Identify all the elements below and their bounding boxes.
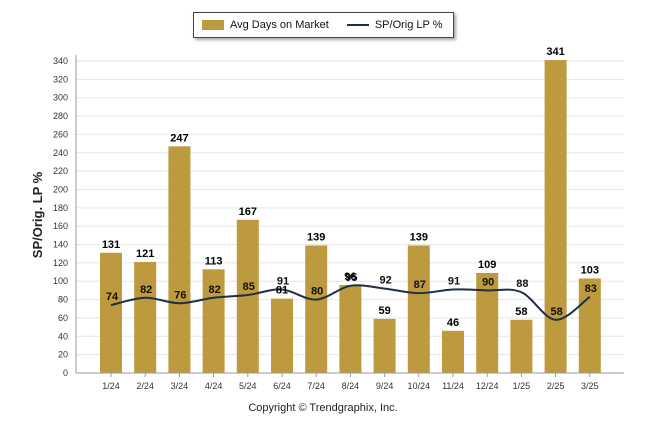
legend-line-label: SP/Orig LP % bbox=[374, 19, 443, 31]
line-value-label: 74 bbox=[106, 291, 119, 303]
bar-value-label: 167 bbox=[239, 206, 257, 218]
y-tick-label: 140 bbox=[53, 240, 68, 250]
x-tick-label: 4/24 bbox=[205, 381, 223, 391]
y-tick-label: 80 bbox=[58, 295, 68, 305]
legend-bar-swatch bbox=[202, 20, 224, 30]
line-value-label: 82 bbox=[208, 284, 220, 296]
copyright-text: Copyright © Trendgraphix, Inc. bbox=[248, 402, 398, 414]
x-tick-label: 3/24 bbox=[171, 381, 189, 391]
x-tick-label: 6/24 bbox=[273, 381, 291, 391]
x-tick-label: 8/24 bbox=[342, 381, 360, 391]
bar bbox=[100, 252, 122, 373]
y-tick-label: 300 bbox=[53, 93, 68, 103]
data-labels: 131 121 247 113 167 81 139 96 59 139 46 109 58 341 103… bbox=[102, 46, 599, 329]
bar-series bbox=[100, 60, 601, 374]
y-tick-label: 60 bbox=[58, 313, 68, 323]
x-tick-label: 10/24 bbox=[408, 381, 431, 391]
bar bbox=[168, 146, 191, 373]
bar-value-label: 96 bbox=[344, 271, 356, 283]
line-value-label: 91 bbox=[448, 275, 460, 287]
line-value-label: 87 bbox=[414, 279, 426, 291]
bar bbox=[544, 60, 567, 374]
bar bbox=[407, 245, 430, 373]
bar bbox=[510, 319, 533, 373]
line-value-label: 92 bbox=[379, 275, 391, 287]
bar bbox=[442, 330, 464, 373]
bar-value-label: 139 bbox=[410, 231, 428, 243]
bar-value-label: 46 bbox=[447, 317, 459, 329]
line-value-label: 83 bbox=[585, 283, 597, 295]
line-value-label: 91 bbox=[277, 275, 289, 287]
bar-value-label: 109 bbox=[478, 259, 496, 271]
axes: 0 20 40 60 80 100 120 140 160 180 200 220 240 260 280 3… bbox=[53, 55, 624, 391]
y-axis-label: SP/Orig. LP % bbox=[30, 171, 45, 258]
y-tick-label: 0 bbox=[63, 368, 68, 378]
bar-value-label: 341 bbox=[546, 46, 564, 58]
y-tick-label: 280 bbox=[53, 111, 68, 121]
line-value-label: 90 bbox=[482, 276, 494, 288]
bar-value-label: 131 bbox=[102, 239, 120, 251]
line-value-label: 85 bbox=[243, 281, 255, 293]
x-tick-label: 9/24 bbox=[376, 381, 394, 391]
x-tick-label: 12/24 bbox=[476, 381, 499, 391]
bar-value-label: 81 bbox=[276, 285, 288, 297]
y-tick-label: 100 bbox=[53, 276, 68, 286]
bar-value-label: 103 bbox=[581, 264, 599, 276]
bar-value-label: 139 bbox=[307, 231, 325, 243]
legend-item-line: SP/Orig LP % bbox=[341, 19, 443, 31]
line-value-label: 80 bbox=[311, 286, 323, 298]
x-tick-label: 1/24 bbox=[102, 381, 120, 391]
x-tick-label: 5/24 bbox=[239, 381, 257, 391]
line-value-label: 82 bbox=[140, 284, 152, 296]
y-tick-label: 120 bbox=[53, 258, 68, 268]
bar-value-label: 247 bbox=[170, 132, 188, 144]
x-tick-label: 3/25 bbox=[581, 381, 599, 391]
y-tick-label: 200 bbox=[53, 184, 68, 194]
y-tick-label: 220 bbox=[53, 166, 68, 176]
bar-value-label: 121 bbox=[136, 248, 154, 260]
y-tick-label: 180 bbox=[53, 203, 68, 213]
line-series bbox=[110, 284, 591, 321]
x-tick-label: 2/25 bbox=[547, 381, 565, 391]
y-tick-label: 160 bbox=[53, 221, 68, 231]
legend: Avg Days on Market SP/Orig LP % bbox=[193, 12, 454, 38]
bar bbox=[202, 269, 225, 373]
line-value-label: 88 bbox=[516, 278, 528, 290]
bar bbox=[271, 298, 293, 373]
bar bbox=[476, 272, 499, 373]
y-tick-label: 260 bbox=[53, 129, 68, 139]
bar bbox=[236, 219, 259, 373]
x-tick-label: 11/24 bbox=[442, 381, 464, 391]
gridlines bbox=[76, 60, 624, 356]
legend-bar-label: Avg Days on Market bbox=[230, 19, 329, 31]
y-tick-label: 320 bbox=[53, 74, 68, 84]
x-tick-label: 1/25 bbox=[513, 381, 531, 391]
bar-value-label: 113 bbox=[205, 255, 223, 267]
line-value-label: 58 bbox=[550, 306, 562, 318]
bar bbox=[305, 245, 328, 373]
line-value-label: 95 bbox=[345, 272, 357, 284]
bar bbox=[339, 284, 362, 373]
y-tick-label: 240 bbox=[53, 148, 68, 158]
legend-line-swatch bbox=[346, 24, 369, 26]
bar bbox=[134, 261, 157, 373]
bar-value-label: 59 bbox=[378, 305, 390, 317]
x-tick-label: 7/24 bbox=[307, 381, 325, 391]
x-tick-label: 2/24 bbox=[136, 381, 154, 391]
bar-value-label: 58 bbox=[515, 306, 527, 318]
bar bbox=[373, 318, 396, 373]
legend-item-bar: Avg Days on Market bbox=[202, 19, 329, 31]
y-tick-label: 40 bbox=[58, 331, 68, 341]
y-tick-label: 20 bbox=[58, 350, 68, 360]
line-path bbox=[110, 284, 591, 321]
y-tick-label: 340 bbox=[53, 56, 68, 66]
line-value-label: 76 bbox=[174, 289, 186, 301]
